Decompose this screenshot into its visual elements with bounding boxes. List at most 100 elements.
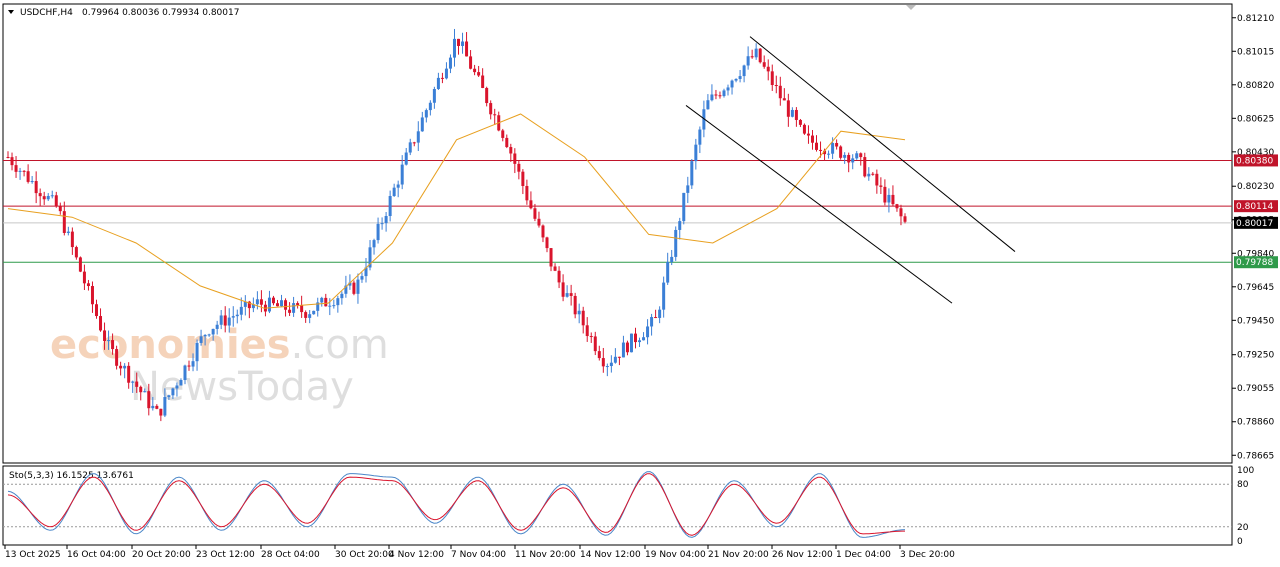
current-price-label: 0.80017 [1236,219,1273,229]
candle-body [545,237,549,249]
stochastic-tick-label: 20 [1237,523,1249,533]
candle-body [553,266,557,271]
candle-body [597,351,601,359]
candle-body [827,153,831,155]
candle-body [585,325,589,337]
candle-body [629,333,633,353]
candle-body [501,130,505,138]
candle-body [859,153,863,158]
price-tick-label: 0.78860 [1237,418,1274,428]
candle-body [400,164,404,185]
price-axis: 0.81210 0.81015 0.80820 0.80625 0.80430 0.802… [1232,14,1274,461]
candle-body [549,248,553,267]
candle-body [151,405,155,409]
candle-body [714,94,718,96]
candle-body [457,38,461,46]
price-tick-label: 0.78665 [1237,451,1274,461]
candle-body [308,314,312,318]
candle-body [235,314,239,317]
candle-body [372,240,376,248]
price-tick-label: 0.79055 [1237,384,1274,394]
price-tick-label: 0.79645 [1237,283,1274,293]
time-tick-label: 14 Nov 12:00 [580,550,641,560]
candle-body [111,340,115,350]
candle-body [10,157,14,166]
candle-body [798,119,802,125]
candle-body [851,158,855,163]
candle-body [62,211,66,233]
candle-body [280,300,284,307]
price-tick-label: 0.80430 [1237,148,1274,158]
time-tick-label: 11 Nov 20:00 [515,550,576,560]
candle-body [219,315,223,325]
time-axis: 13 Oct 2025 16 Oct 04:00 20 Oct 20:00 23 Oc… [4,545,955,560]
candle-body [18,170,22,172]
time-tick-label: 21 Nov 20:00 [708,550,769,560]
candle-body [316,302,320,311]
candle-body [823,150,827,155]
candle-body [448,57,452,69]
candle-body [135,381,139,387]
candle-body [646,326,650,338]
price-tick-label: 0.80625 [1237,114,1274,124]
candle-body [187,365,191,367]
candle-body [211,328,215,335]
price-tick-label: 0.81015 [1237,47,1274,57]
time-tick-label: 30 Oct 20:00 [335,550,394,560]
candle-body [267,297,271,312]
candle-body [231,316,235,318]
candle-body [903,216,907,222]
price-tick-label: 0.79250 [1237,351,1274,361]
candle-body [666,261,670,283]
candle-body [42,196,46,200]
candle-body [191,361,195,367]
price-tick-label: 0.79450 [1237,316,1274,326]
candle-body [513,153,517,164]
candle-body [408,142,412,153]
candle-body [754,48,758,58]
candle-body [320,297,324,303]
candle-body [762,62,766,67]
candle-body [70,231,74,248]
time-tick-label: 20 Oct 20:00 [132,550,191,560]
ohlc-quote: 0.79964 0.80036 0.79934 0.80017 [82,8,239,18]
candle-body [86,283,90,287]
time-tick-label: 16 Oct 04:00 [67,550,126,560]
candle-body [517,163,521,172]
time-tick-label: 28 Oct 04:00 [261,550,320,560]
time-tick-label: 13 Oct 2025 [5,550,61,560]
candle-body [855,153,859,159]
candle-body [875,173,879,186]
time-tick-label: 26 Nov 12:00 [772,550,833,560]
candle-body [790,109,794,117]
candle-body [223,315,227,326]
candle-body [589,336,593,338]
watermark-brand: economies.com [50,322,389,368]
candle-body [565,293,569,297]
level-tag-label: 0.80114 [1236,202,1273,212]
candle-body [203,334,207,337]
candle-body [30,181,34,183]
candle-body [686,185,690,193]
chevron-down-icon[interactable] [8,10,14,14]
stochastic-axis: 100 80 20 0 [1237,466,1254,547]
candle-body [58,206,62,212]
candle-body [774,85,778,87]
candle-body [750,56,754,58]
candle-body [477,72,481,76]
candle-body [396,184,400,188]
price-tick-label: 0.80820 [1237,81,1274,91]
candle-body [103,330,107,342]
candle-body [505,137,509,148]
candle-body [143,391,147,393]
candle-body [207,334,211,336]
stochastic-tick-label: 100 [1237,466,1254,476]
candle-body [718,95,722,97]
candle-body [802,124,806,134]
stochastic-levels [3,483,1232,528]
candle-body [276,303,280,307]
candle-body [746,56,750,66]
candle-body [6,157,10,158]
candle-body [38,193,42,197]
level-tag-label: 0.80380 [1236,156,1273,166]
